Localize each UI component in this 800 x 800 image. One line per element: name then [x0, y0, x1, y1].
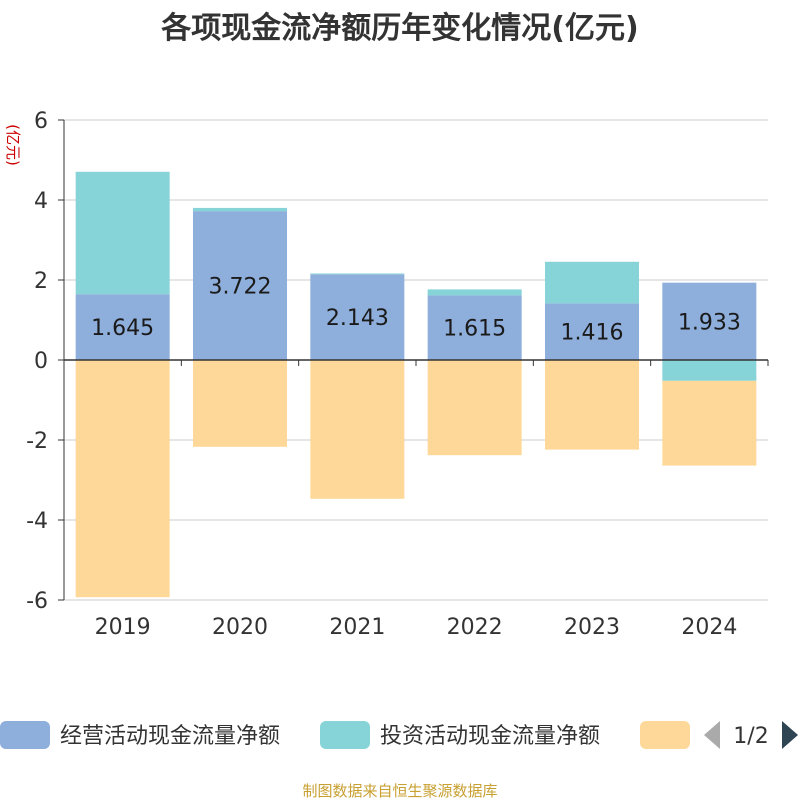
bar-s2-2020: [193, 207, 287, 212]
data-label: 1.645: [91, 316, 154, 341]
bar-s1-2021: [310, 274, 405, 360]
bar-s3-2022: [427, 360, 522, 456]
bar-s3-2023: [545, 360, 639, 450]
bar-s1-2023: [545, 303, 639, 360]
x-tick-label: 2019: [95, 615, 151, 640]
y-tick-label: -4: [26, 509, 48, 534]
bars: [75, 171, 757, 598]
data-label: 1.416: [561, 321, 624, 346]
x-tick-label: 2022: [447, 615, 503, 640]
legend-label: 经营活动现金流量净额: [60, 724, 280, 749]
x-tick-label: 2023: [564, 615, 620, 640]
bar-s2-2024: [662, 360, 757, 381]
source-note: 制图数据来自恒生聚源数据库: [302, 782, 497, 800]
legend-pager: 1/2: [704, 721, 798, 749]
legend: 经营活动现金流量净额 投资活动现金流量净额: [0, 721, 690, 749]
legend-item[interactable]: 投资活动现金流量净额: [320, 721, 600, 749]
legend-next-icon[interactable]: [782, 721, 798, 749]
bar-s3-2024: [662, 380, 757, 466]
y-axis-unit: (亿元): [4, 124, 22, 166]
legend-swatch: [640, 721, 690, 749]
data-label: 2.143: [326, 306, 389, 331]
x-tick-label: 2020: [212, 615, 268, 640]
legend-swatch: [320, 721, 370, 749]
y-tick-label: 6: [34, 109, 48, 134]
grid-lines: [64, 119, 768, 601]
y-tick-label: -2: [26, 429, 48, 454]
axes: 6 4 2 0 -2 -4 -6 2019 2020 2021 2022 2023 2024: [26, 109, 769, 640]
bar-s1-2020: [193, 211, 287, 360]
y-tick-label: 2: [34, 269, 48, 294]
legend-prev-icon[interactable]: [704, 721, 720, 749]
bar-s2-2023: [545, 261, 639, 304]
data-label: 1.933: [678, 310, 741, 335]
x-tick-label: 2024: [681, 615, 737, 640]
legend-label: 投资活动现金流量净额: [380, 724, 600, 749]
y-tick-label: 0: [34, 349, 48, 374]
y-tick-label: 4: [34, 189, 48, 214]
bar-s2-2019: [75, 171, 170, 295]
data-label: 3.722: [209, 275, 272, 300]
data-label: 1.615: [443, 317, 506, 342]
bar-labels: 1.645 3.722 2.143 1.615 1.416 1.933: [91, 275, 741, 346]
bar-s2-2021: [310, 273, 405, 275]
x-tick-label: 2021: [329, 615, 385, 640]
chart-title: 各项现金流净额历年变化情况(亿元): [160, 11, 638, 46]
bar-s1-2024: [662, 282, 757, 360]
y-tick-label: -6: [26, 589, 48, 614]
bar-s2-2022: [427, 289, 522, 296]
bar-s1-2019: [75, 294, 170, 360]
bar-s3-2019: [75, 360, 170, 598]
bar-s3-2021: [310, 360, 405, 499]
legend-page-indicator: 1/2: [733, 724, 768, 749]
legend-item[interactable]: 经营活动现金流量净额: [0, 721, 280, 749]
legend-item[interactable]: [640, 721, 690, 749]
bar-s3-2020: [193, 360, 287, 447]
bar-s1-2022: [427, 295, 522, 360]
legend-swatch: [0, 721, 50, 749]
